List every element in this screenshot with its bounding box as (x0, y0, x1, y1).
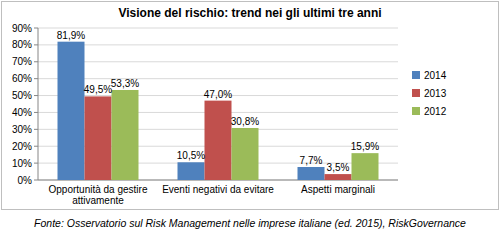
grid-line (38, 78, 398, 79)
data-label: 53,3% (111, 78, 139, 89)
legend-swatch (412, 71, 420, 79)
tick-label: 30% (12, 124, 32, 135)
tick-mark (34, 61, 38, 62)
grid-line (38, 44, 398, 45)
chart: Visione del rischio: trend nei gli ultim… (0, 0, 500, 238)
legend-swatch (412, 89, 420, 97)
legend-label: 2012 (424, 106, 447, 117)
grid-line (38, 61, 398, 62)
y-axis (38, 28, 39, 180)
legend-label: 2013 (424, 88, 447, 99)
bar (325, 174, 352, 180)
bar (232, 128, 259, 180)
bars (58, 42, 379, 180)
data-label: 10,5% (177, 150, 205, 161)
tick-label: 60% (12, 73, 32, 84)
tick-label: 10% (12, 158, 32, 169)
bar (58, 42, 85, 180)
bar (85, 96, 112, 180)
data-label: 49,5% (84, 84, 112, 95)
tick-label: 80% (12, 39, 32, 50)
tick-label: 50% (12, 90, 32, 101)
chart-title: Visione del rischio: trend nei gli ultim… (118, 6, 381, 20)
grid-line (38, 28, 398, 29)
tick-mark (34, 78, 38, 79)
bar (112, 90, 139, 180)
tick-mark (34, 28, 38, 29)
tick-mark (34, 146, 38, 147)
data-labels: 81,9% 10,5% 7,7% 49,5% 47,0% 3,5% 53,3% 30,8% 15… (57, 30, 379, 173)
tick-label: 20% (12, 141, 32, 152)
category-label: Aspetti marginali (301, 184, 375, 195)
data-label: 81,9% (57, 30, 85, 41)
category-label-line: Eventi negativi da evitare (162, 184, 274, 195)
data-label: 30,8% (231, 116, 259, 127)
bar (205, 101, 232, 180)
category-label-line: Opportunità da gestire (49, 184, 148, 195)
tick-mark (34, 44, 38, 45)
tick-label: 0% (18, 175, 33, 186)
source-note: Fonte: Osservatorio sul Risk Management … (34, 217, 466, 229)
tick-mark (34, 129, 38, 130)
data-label: 7,7% (300, 155, 323, 166)
data-label: 15,9% (351, 141, 379, 152)
tick-mark (34, 112, 38, 113)
category-label: Eventi negativi da evitare (162, 184, 274, 195)
bar (298, 167, 325, 180)
chart-frame (2, 2, 499, 210)
tick-mark (34, 180, 38, 181)
tick-mark (34, 95, 38, 96)
bar (178, 162, 205, 180)
category-label: Opportunità da gestireattivamente (49, 184, 148, 206)
tick-mark (34, 163, 38, 164)
legend-label: 2014 (424, 70, 447, 81)
tick-label: 40% (12, 107, 32, 118)
tick-label: 90% (12, 23, 32, 34)
bar (352, 153, 379, 180)
data-label: 3,5% (327, 162, 350, 173)
tick-label: 70% (12, 56, 32, 67)
data-label: 47,0% (204, 89, 232, 100)
category-label-line: attivamente (72, 195, 124, 206)
legend-swatch (412, 107, 420, 115)
category-label-line: Aspetti marginali (301, 184, 375, 195)
